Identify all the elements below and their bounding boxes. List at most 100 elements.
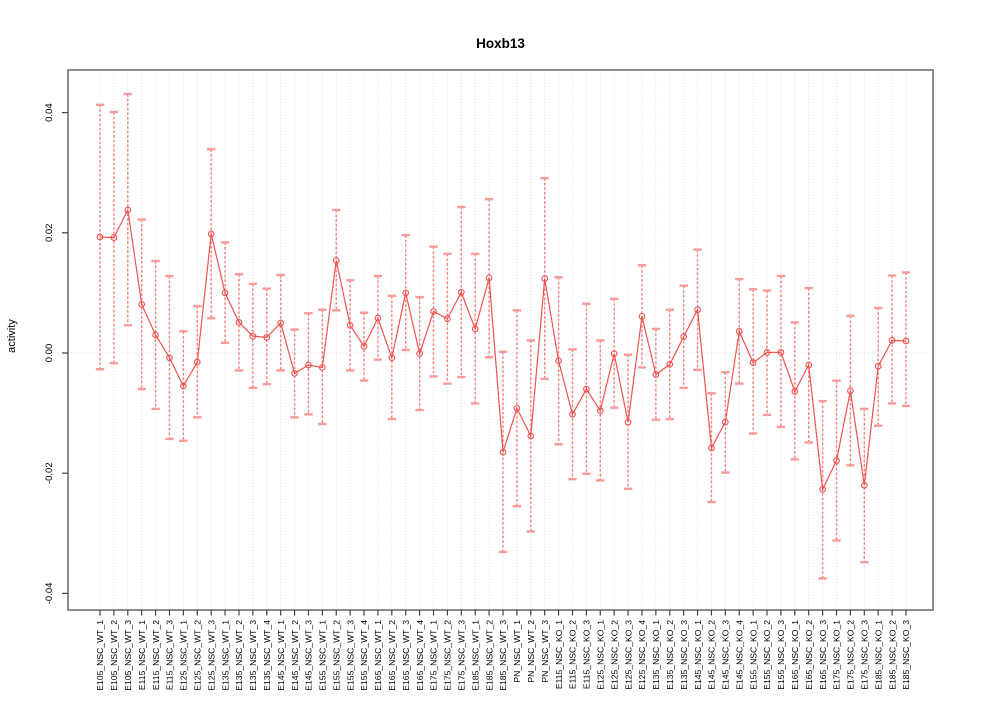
- data-point: [708, 444, 715, 452]
- x-tick-label: E185_NSC_WT_2: [484, 620, 494, 691]
- x-tick-label: E145_NSC_KO_2: [707, 620, 717, 690]
- data-point: [555, 357, 562, 365]
- data-point: [860, 481, 868, 489]
- x-tick-label: PN_NSC_WT_2: [526, 620, 536, 683]
- data-point: [527, 432, 535, 440]
- x-tick-label: E105_NSC_WT_2: [109, 620, 119, 691]
- x-tick-label: E165_NSC_KO_3: [818, 620, 828, 690]
- x-tick-label: E125_NSC_KO_2: [609, 620, 619, 690]
- x-tick-label: E105_NSC_WT_1: [95, 620, 105, 691]
- x-tick-label: E125_NSC_WT_2: [192, 620, 202, 691]
- x-tick-label: E145_NSC_KO_3: [721, 620, 731, 690]
- data-point: [318, 364, 326, 371]
- data-point: [499, 448, 507, 456]
- data-point: [596, 407, 604, 415]
- x-tick-label: E155_NSC_WT_3: [345, 620, 355, 691]
- data-point: [749, 359, 757, 366]
- y-axis: [62, 111, 68, 595]
- x-tick-label: E105_NSC_WT_3: [123, 620, 133, 691]
- data-point: [735, 328, 743, 335]
- x-tick-label: E165_NSC_WT_3: [401, 620, 411, 691]
- x-tick-label: PN_NSC_WT_3: [540, 620, 550, 683]
- x-tick-label: E145_NSC_WT_1: [276, 620, 286, 691]
- plot-frame: [67, 69, 934, 611]
- data-point: [110, 234, 118, 241]
- data-point: [388, 354, 396, 362]
- data-point: [96, 233, 104, 241]
- x-tick-label: E115_NSC_WT_2: [151, 620, 161, 690]
- series-line: [99, 207, 907, 492]
- x-tick-label: E185_NSC_KO_1: [873, 620, 883, 690]
- x-tick-label: E165_NSC_KO_2: [804, 620, 814, 690]
- data-point: [513, 404, 521, 412]
- x-tick-label: E135_NSC_WT_1: [220, 620, 230, 691]
- data-point: [235, 318, 243, 326]
- data-point: [430, 308, 437, 315]
- data-point: [332, 257, 340, 264]
- y-tick-label: -0.02: [44, 462, 55, 484]
- data-point: [638, 312, 646, 320]
- x-tick-label: E155_NSC_WT_4: [359, 620, 369, 691]
- x-tick-label: E115_NSC_WT_3: [165, 620, 175, 690]
- x-tick-label: E185_NSC_WT_3: [498, 620, 508, 691]
- data-point: [610, 350, 618, 357]
- x-tick-label: E125_NSC_WT_1: [179, 620, 189, 691]
- x-tick-label: E125_NSC_KO_4: [637, 620, 647, 690]
- x-tick-label: E135_NSC_KO_1: [651, 620, 661, 690]
- y-tick-label: -0.04: [44, 583, 55, 605]
- x-tick-label: E185_NSC_KO_3: [901, 620, 911, 690]
- x-tick-label: E175_NSC_WT_1: [429, 620, 439, 691]
- x-tick-label: E175_NSC_KO_3: [860, 620, 870, 690]
- data-point: [291, 370, 298, 377]
- data-point: [346, 322, 354, 329]
- data-point: [680, 333, 688, 341]
- x-tick-label: E135_NSC_WT_4: [262, 620, 272, 691]
- data-point: [166, 354, 173, 362]
- data-point: [416, 350, 423, 357]
- chart-title: Hoxb13: [476, 36, 525, 51]
- data-point: [402, 289, 410, 297]
- x-tick-label: E125_NSC_WT_3: [206, 620, 216, 691]
- data-point: [666, 361, 674, 368]
- data-point: [652, 371, 660, 378]
- data-point: [485, 274, 493, 282]
- x-tick-label: E175_NSC_WT_2: [443, 620, 453, 691]
- error-bar-caps: [95, 92, 911, 580]
- x-tick-label: E125_NSC_KO_3: [623, 620, 633, 690]
- data-point: [694, 306, 701, 314]
- x-tick-label: E135_NSC_KO_3: [679, 620, 689, 690]
- data-point: [721, 418, 729, 426]
- x-tick-label: E155_NSC_KO_2: [762, 620, 772, 690]
- x-tick-label: E135_NSC_WT_2: [234, 620, 244, 691]
- x-tick-label: E165_NSC_KO_1: [790, 620, 800, 690]
- data-point: [277, 319, 285, 327]
- x-tick-label: E165_NSC_WT_1: [373, 620, 383, 691]
- data-point: [193, 358, 201, 366]
- x-tick-label: E145_NSC_KO_4: [734, 620, 744, 690]
- x-tick-label: E165_NSC_WT_4: [415, 620, 425, 691]
- x-tick-label: E145_NSC_WT_3: [304, 620, 314, 691]
- data-point: [874, 362, 882, 370]
- data-point: [152, 331, 159, 339]
- x-tick-label: E165_NSC_WT_2: [387, 620, 397, 691]
- data-point: [541, 275, 549, 282]
- x-tick-label: E155_NSC_KO_1: [748, 620, 758, 690]
- data-point: [624, 418, 632, 426]
- data-point: [471, 325, 479, 333]
- data-point: [777, 349, 785, 356]
- x-tick-label: E185_NSC_WT_1: [470, 620, 480, 691]
- x-tick-label: E155_NSC_KO_3: [776, 620, 786, 690]
- x-tick-label: E155_NSC_WT_1: [318, 620, 328, 691]
- y-tick-label: 0.00: [44, 344, 55, 363]
- y-tick-label: 0.02: [44, 224, 55, 243]
- x-tick-label: E135_NSC_KO_2: [665, 620, 675, 690]
- data-point: [763, 349, 771, 356]
- x-tick-label: E115_NSC_KO_3: [582, 620, 592, 689]
- x-tick-label: E125_NSC_KO_1: [595, 620, 605, 690]
- x-tick-label: E115_NSC_KO_1: [554, 620, 564, 689]
- data-point: [263, 334, 271, 341]
- data-point: [444, 315, 451, 323]
- data-point: [457, 288, 465, 296]
- data-point: [207, 230, 215, 238]
